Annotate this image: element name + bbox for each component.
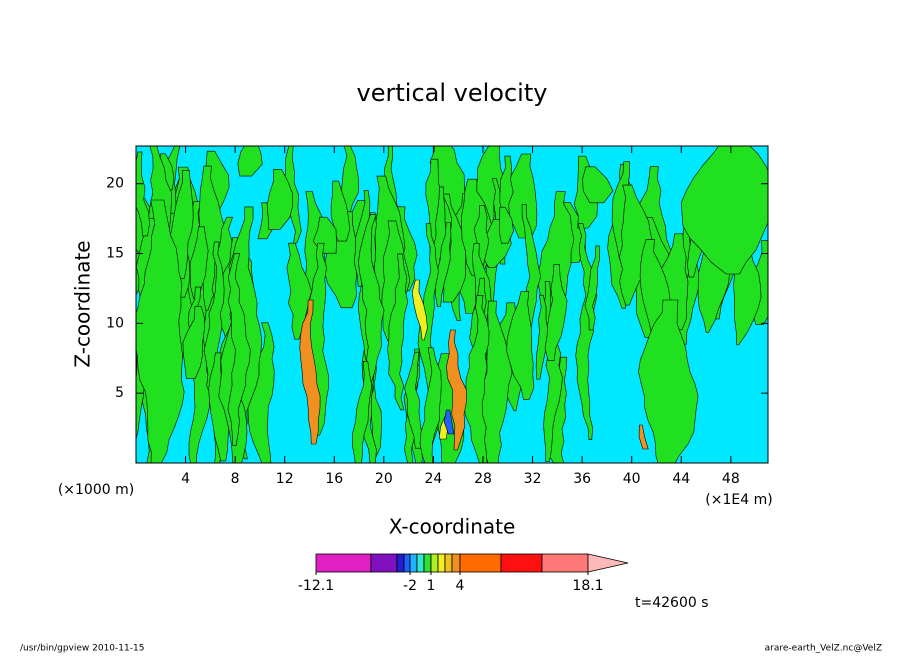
contour-region bbox=[446, 329, 467, 451]
x-tick-label: 36 bbox=[573, 471, 591, 487]
contour-region bbox=[227, 253, 251, 446]
colorbar-segment bbox=[437, 553, 446, 573]
x-tick-label: 32 bbox=[524, 471, 542, 487]
colorbar-segment bbox=[315, 553, 372, 573]
colorbar-segment bbox=[500, 553, 543, 573]
contour-region bbox=[506, 291, 535, 400]
colorbar-segment bbox=[459, 553, 502, 573]
contour-region bbox=[419, 347, 442, 463]
colorbar-segment bbox=[451, 553, 461, 573]
colorbar-label: -2 bbox=[403, 578, 417, 594]
contour-region bbox=[237, 146, 263, 177]
y-tick-label: 20 bbox=[106, 176, 124, 192]
contour-region bbox=[136, 151, 150, 237]
contour-region bbox=[266, 169, 294, 230]
footer-left: /usr/bin/gpview 2010-11-15 bbox=[20, 644, 144, 654]
x-tick-label: 16 bbox=[325, 471, 343, 487]
y-tick-label: 5 bbox=[115, 385, 124, 401]
x-tick-label: 12 bbox=[276, 471, 294, 487]
colorbar-segment bbox=[409, 553, 418, 573]
contour-region bbox=[136, 199, 185, 463]
colorbar-segment bbox=[416, 553, 425, 573]
colorbar-segment bbox=[444, 553, 453, 573]
contour-region bbox=[535, 294, 549, 380]
x-tick-label: 44 bbox=[672, 471, 690, 487]
contour-region bbox=[286, 242, 312, 340]
colorbar-segment bbox=[370, 553, 398, 573]
x-tick-label: 4 bbox=[181, 471, 190, 487]
colorbar-label: -12.1 bbox=[298, 578, 334, 594]
y-tick-label: 15 bbox=[106, 246, 124, 262]
contour-region bbox=[435, 222, 452, 308]
x-tick-label: 40 bbox=[623, 471, 641, 487]
contour-region bbox=[352, 361, 373, 463]
y-axis-label: Z-coordinate bbox=[71, 240, 95, 367]
colorbar-segment bbox=[541, 553, 589, 573]
contour-region bbox=[498, 206, 514, 244]
x-tick-label: 24 bbox=[424, 471, 442, 487]
contour-region bbox=[544, 264, 568, 361]
colorbar-label: 1 bbox=[427, 578, 436, 594]
colorbar-segment bbox=[396, 553, 405, 573]
contour-field bbox=[136, 146, 768, 463]
contour-region bbox=[411, 279, 428, 341]
contour-region bbox=[404, 351, 423, 449]
y-tick-label: 10 bbox=[106, 315, 124, 331]
contour-region bbox=[303, 242, 329, 436]
colorbar-segment bbox=[423, 553, 432, 573]
x-tick-label: 28 bbox=[474, 471, 492, 487]
colorbar-extend bbox=[587, 553, 629, 573]
contour-region bbox=[299, 299, 321, 445]
contour-region bbox=[387, 253, 409, 411]
contour-region bbox=[638, 424, 649, 450]
x-tick-label: 48 bbox=[722, 471, 740, 487]
annotation: t=42600 s bbox=[635, 595, 709, 611]
chart-title: vertical velocity bbox=[357, 79, 548, 107]
contour-region bbox=[182, 306, 205, 379]
colorbar-segment bbox=[403, 553, 411, 573]
footer-right: arare-earth_VelZ.nc@VelZ bbox=[765, 644, 882, 654]
x-tick-label: 8 bbox=[231, 471, 240, 487]
contour-region bbox=[463, 295, 490, 463]
contour-region bbox=[582, 166, 614, 204]
x-unit-right: (×1E4 m) bbox=[705, 492, 772, 508]
colorbar-label: 18.1 bbox=[572, 578, 603, 594]
x-tick-label: 20 bbox=[375, 471, 393, 487]
contour-region bbox=[584, 245, 601, 331]
contour-region bbox=[638, 299, 699, 463]
colorbar-segment bbox=[430, 553, 439, 573]
x-unit-left: (×1000 m) bbox=[58, 482, 134, 498]
plot-frame bbox=[135, 145, 769, 464]
colorbar-label: 4 bbox=[456, 578, 465, 594]
contour-region bbox=[443, 409, 455, 435]
contour-region bbox=[330, 180, 351, 242]
contour-region bbox=[619, 184, 654, 306]
x-axis-label: X-coordinate bbox=[389, 515, 516, 539]
contour-region bbox=[284, 146, 302, 244]
